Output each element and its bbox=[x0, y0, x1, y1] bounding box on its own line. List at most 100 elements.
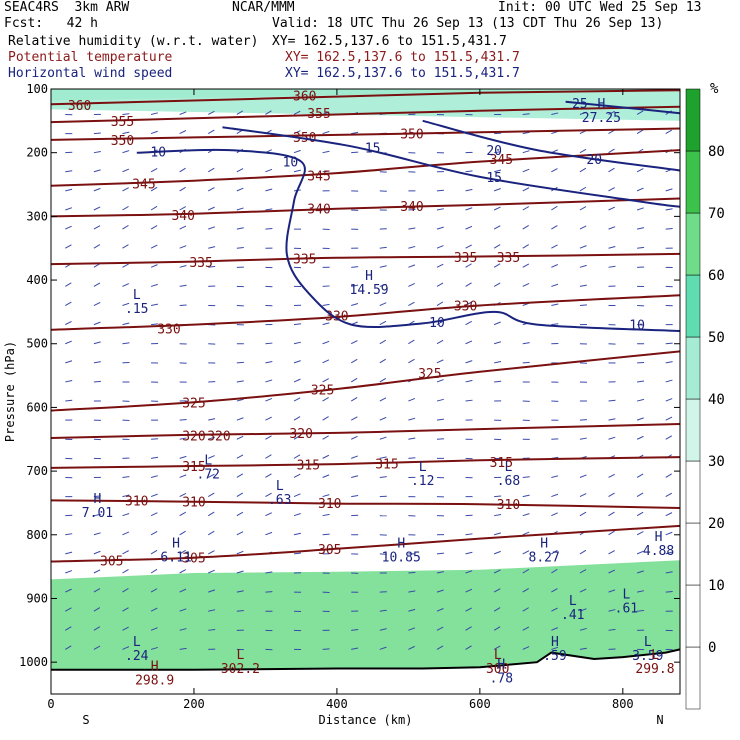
extremum-value: 27.25 bbox=[582, 111, 621, 126]
wind-vector bbox=[150, 130, 158, 135]
forecast-hour: Fcst: 42 h bbox=[4, 16, 98, 31]
theta-contour-355 bbox=[50, 105, 681, 124]
wind-vector bbox=[322, 513, 330, 517]
org-label: NCAR/MMM bbox=[232, 0, 295, 15]
wind-vector bbox=[322, 378, 329, 383]
wind-vector bbox=[122, 626, 129, 631]
wind-vector bbox=[608, 589, 616, 593]
wind-vector bbox=[379, 456, 387, 459]
wind-vector bbox=[265, 342, 273, 345]
theta-label-315: 315 bbox=[490, 456, 513, 471]
wind-vector bbox=[236, 550, 244, 555]
colorbar-tick-label: 40 bbox=[708, 392, 725, 408]
wind-vector bbox=[579, 225, 587, 230]
wind-vector bbox=[493, 645, 501, 650]
wind-vector bbox=[93, 132, 101, 135]
wind-vector bbox=[150, 475, 158, 478]
wind-vector bbox=[379, 320, 387, 326]
wind-vector bbox=[265, 571, 273, 574]
theta-label-315: 315 bbox=[375, 457, 398, 472]
wind-vector bbox=[665, 551, 673, 555]
wind-vector bbox=[150, 646, 158, 650]
wind-vector bbox=[608, 609, 616, 612]
wind-vector bbox=[551, 493, 559, 498]
wind-vector bbox=[122, 322, 130, 326]
theta-label-330: 330 bbox=[157, 322, 180, 337]
extremum-value: 7.01 bbox=[82, 506, 113, 521]
wind-vector bbox=[522, 187, 530, 192]
colorbar: 0 10 20 30 40 50 60 70 80% bbox=[685, 81, 725, 710]
extremum-marker-H: H bbox=[397, 537, 405, 552]
wind-vector bbox=[408, 301, 415, 306]
wind-vector bbox=[65, 340, 72, 345]
wind-vector bbox=[179, 304, 187, 307]
field-theta-name: Potential temperature bbox=[8, 50, 173, 65]
wind-vector bbox=[350, 358, 358, 364]
wind-vector bbox=[465, 170, 473, 173]
wind-vector bbox=[265, 168, 273, 173]
rh-band-1 bbox=[51, 89, 680, 121]
wind-vector bbox=[493, 225, 501, 230]
wind-vector bbox=[236, 227, 244, 230]
wind-vector bbox=[579, 264, 587, 268]
wind-vector bbox=[408, 339, 415, 345]
colorbar-unit: % bbox=[710, 81, 719, 97]
wind-vector bbox=[150, 549, 158, 555]
theta-label-325: 325 bbox=[418, 367, 441, 382]
wind-vector bbox=[436, 645, 444, 650]
wind-label-20: 20 bbox=[486, 144, 502, 159]
wind-vector bbox=[208, 436, 216, 440]
wind-vector bbox=[579, 186, 587, 192]
wind-vector bbox=[436, 226, 444, 230]
plot-frame bbox=[50, 88, 681, 695]
colorbar-tick-label: 10 bbox=[708, 578, 725, 594]
y-tick-label: 700 bbox=[26, 464, 48, 478]
theta-contour-320 bbox=[50, 423, 681, 439]
colorbar-segment bbox=[685, 646, 701, 710]
extremum-marker-L: L bbox=[569, 594, 577, 609]
wind-vector bbox=[207, 530, 215, 536]
wind-vector bbox=[265, 361, 273, 364]
wind-vector bbox=[179, 111, 187, 115]
terrain-fill bbox=[51, 649, 680, 694]
valid-time: Valid: 18 UTC Thu 26 Sep 13 (13 CDT Thu … bbox=[272, 16, 664, 31]
extremum-marker-L: L bbox=[276, 479, 284, 494]
wind-label-10: 10 bbox=[629, 319, 645, 334]
colorbar-tick-label: 20 bbox=[708, 516, 725, 532]
wind-vector bbox=[436, 608, 444, 612]
wind-vector bbox=[122, 187, 129, 192]
extremum-marker-H: H bbox=[172, 537, 180, 552]
colorbar-tick-label: 0 bbox=[708, 640, 716, 656]
wind-vector bbox=[608, 226, 616, 230]
wind-vector bbox=[265, 379, 273, 383]
wind-vector bbox=[150, 588, 158, 593]
extremum-marker-H: H bbox=[655, 530, 663, 545]
wind-vector bbox=[379, 397, 387, 402]
wind-vector bbox=[322, 474, 330, 478]
wind-vector bbox=[551, 323, 559, 326]
wind-contour-15 bbox=[222, 126, 681, 208]
wind-vector bbox=[465, 263, 472, 268]
wind-vector bbox=[636, 398, 645, 402]
wind-vector bbox=[208, 473, 215, 478]
wind-vector bbox=[436, 626, 444, 631]
wind-vector bbox=[208, 550, 215, 555]
wind-vector bbox=[65, 380, 73, 383]
wind-contour-10 bbox=[136, 148, 681, 332]
wind-vector bbox=[208, 569, 215, 574]
extremum-marker-H: H bbox=[365, 269, 373, 284]
wind-vector bbox=[579, 588, 587, 593]
extremum-value: .41 bbox=[561, 608, 584, 623]
wind-vector bbox=[179, 418, 187, 421]
wind-vector bbox=[436, 571, 444, 574]
wind-vector bbox=[665, 591, 673, 593]
wind-vector bbox=[551, 303, 559, 307]
wind-vector bbox=[665, 379, 673, 383]
theta-contour-325 bbox=[50, 350, 681, 412]
wind-vector bbox=[379, 628, 387, 631]
wind-vector bbox=[65, 244, 72, 249]
wind-vector bbox=[494, 169, 502, 173]
extremum-value: 6.11 bbox=[160, 551, 191, 566]
x-tick-label: 200 bbox=[183, 697, 205, 711]
wind-label-10: 10 bbox=[150, 145, 166, 160]
